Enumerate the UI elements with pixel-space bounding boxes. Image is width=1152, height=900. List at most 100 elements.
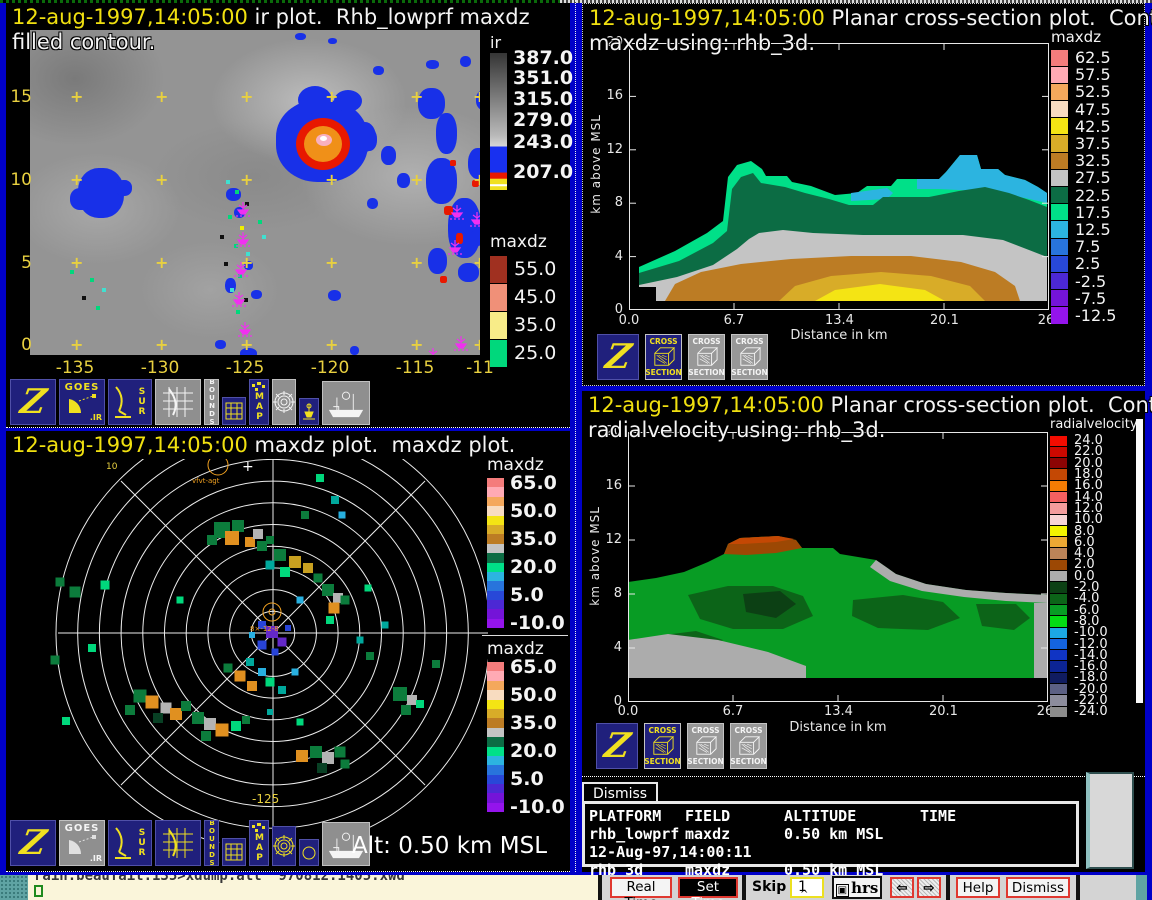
- cross-section-toolbar: Z CROSS SECTION CROSS SECTION CROSS SECTION: [596, 723, 767, 769]
- zeb-logo-button[interactable]: Z: [597, 334, 639, 380]
- cross-section-button-1[interactable]: CROSS SECTION: [645, 334, 682, 380]
- colorbar-swatch: [487, 774, 504, 785]
- colorbar-title: maxdz: [487, 639, 544, 659]
- cross-section-button-2[interactable]: CROSS SECTION: [688, 334, 725, 380]
- cross-section-plot: [629, 43, 1049, 310]
- y-tick: 16: [605, 478, 622, 493]
- cold-cloud-patch: [328, 38, 337, 44]
- cross-section-button-1[interactable]: CROSS SECTION: [644, 723, 681, 769]
- svg-text:+: +: [242, 459, 254, 475]
- colorbar-entry: 52.5: [1051, 82, 1116, 101]
- colorbar-value: 20.0: [1074, 455, 1103, 471]
- help-button[interactable]: Help: [956, 877, 1000, 898]
- colorbar-swatch: [1050, 616, 1067, 627]
- goes-ir-button[interactable]: GOES .IR: [59, 820, 105, 866]
- colorbar-value: 35.0: [510, 527, 557, 550]
- cross-section-button-3[interactable]: CROSS SECTION: [731, 334, 768, 380]
- colorbar-value: 47.5: [1075, 99, 1111, 119]
- colorbar-value: -8.0: [1074, 613, 1100, 629]
- colorbar-swatch: [487, 618, 504, 629]
- zeb-logo-button[interactable]: Z: [596, 723, 638, 769]
- colorbar-swatch: [487, 543, 504, 554]
- status-dismiss-button[interactable]: Dismiss: [582, 782, 659, 805]
- y-tick: 20: [606, 35, 623, 50]
- latlon-grid-mark: +: [410, 170, 424, 189]
- colorbar-swatch: [490, 283, 507, 311]
- colorbar-value: 279.0: [513, 109, 574, 131]
- colorbar-entry: -10.0: [1050, 625, 1108, 640]
- grid-small-button[interactable]: [222, 838, 246, 866]
- colorbar-value: 55.0: [514, 258, 557, 280]
- cold-cloud-patch: [215, 340, 226, 349]
- map-button[interactable]: MAP: [249, 379, 269, 425]
- deep-convection-patch: [440, 276, 447, 283]
- satellite-dish-icon: [69, 835, 96, 854]
- map-button[interactable]: MAP: [249, 820, 269, 866]
- desktop-corner: [0, 875, 28, 900]
- colorbar-title: maxdz: [1051, 28, 1102, 46]
- colorbar-entry: 12.5: [1051, 220, 1116, 239]
- grid-icon: [225, 843, 243, 861]
- buoy-icon: [303, 403, 315, 419]
- colorbar-value: 5.0: [510, 768, 544, 791]
- colorbar-value: 18.0: [1074, 467, 1103, 483]
- cold-cloud-patch: [251, 290, 262, 299]
- zeb-logo-button[interactable]: Z: [10, 820, 56, 866]
- colorbar-swatch: [1050, 537, 1067, 548]
- colorbar-value: 65.0: [510, 471, 557, 494]
- terminal-window[interactable]: rain:beaufait:135>xdump.all 970812.1405.…: [28, 875, 598, 900]
- x-tick: -125: [225, 358, 265, 378]
- radar-grid-button[interactable]: [155, 379, 201, 425]
- rings-button[interactable]: [272, 379, 296, 425]
- colorbar-swatch: [1050, 548, 1067, 559]
- grid-small-button[interactable]: [222, 397, 246, 425]
- buoy-button[interactable]: [299, 398, 319, 425]
- circle-button[interactable]: [299, 839, 319, 866]
- colorbar-swatch: [487, 793, 504, 803]
- echo-speck: [244, 298, 248, 302]
- colorbar-swatch: [487, 590, 504, 601]
- deep-convection-patch: [450, 160, 456, 166]
- rings-button[interactable]: [272, 826, 296, 866]
- surveillance-radar-button[interactable]: SUR: [108, 820, 152, 866]
- set-time-button[interactable]: Set Time: [678, 877, 738, 900]
- skip-forward-button[interactable]: ⇨: [917, 877, 941, 898]
- table-cell: 0.50 km MSL: [784, 861, 884, 879]
- skip-input[interactable]: 1 ^: [790, 877, 824, 900]
- goes-ir-button[interactable]: GOES .IR: [59, 379, 105, 425]
- cube-icon: [695, 736, 717, 755]
- colorbar-entry: -12.0: [1050, 636, 1108, 652]
- y-tick: 8: [614, 195, 623, 211]
- cross-section-button-2[interactable]: CROSS SECTION: [687, 723, 724, 769]
- zeb-logo-button[interactable]: Z: [10, 379, 56, 425]
- radar-grid-button[interactable]: [155, 820, 201, 866]
- x-axis-label: Distance in km: [790, 328, 888, 343]
- latlon-grid-mark: +: [240, 87, 254, 106]
- colorbar-swatch: [487, 699, 504, 709]
- hrs-button[interactable]: ▣ hrs: [832, 876, 882, 899]
- colorbar-value: 17.5: [1075, 202, 1111, 222]
- bounds-button[interactable]: BOUNDS: [204, 820, 219, 866]
- colorbar-entry: 16.0: [1050, 478, 1108, 493]
- cold-cloud-patch: [470, 230, 480, 246]
- scrollbar[interactable]: [1136, 419, 1143, 703]
- colorbar-swatch: [487, 515, 504, 525]
- colorbar-entry: 27.5: [1051, 168, 1116, 187]
- surveillance-radar-button[interactable]: SUR: [108, 379, 152, 425]
- real-time-button[interactable]: Real Time: [610, 877, 672, 900]
- ship-button[interactable]: [322, 822, 370, 866]
- colorbar-swatch: [1050, 684, 1067, 695]
- svg-text:8×-12-8: 8×-12-8: [250, 625, 279, 633]
- ship-button[interactable]: [322, 381, 370, 425]
- colorbar-value: 315.0: [513, 88, 574, 110]
- dismiss-button[interactable]: Dismiss: [1006, 877, 1070, 898]
- cross-section-button-3[interactable]: CROSS SECTION: [730, 723, 767, 769]
- bounds-button[interactable]: BOUNDS: [204, 379, 219, 425]
- colorbar-entry: 57.5: [1051, 65, 1116, 84]
- y-tick: 4: [613, 640, 622, 655]
- range-rings-icon: [273, 391, 295, 413]
- colorbar-value: -12.0: [1074, 636, 1108, 652]
- colorbar-swatch: [1050, 514, 1067, 525]
- colorbar-entry: 10.0: [1050, 512, 1108, 527]
- skip-back-button[interactable]: ⇦: [890, 877, 914, 898]
